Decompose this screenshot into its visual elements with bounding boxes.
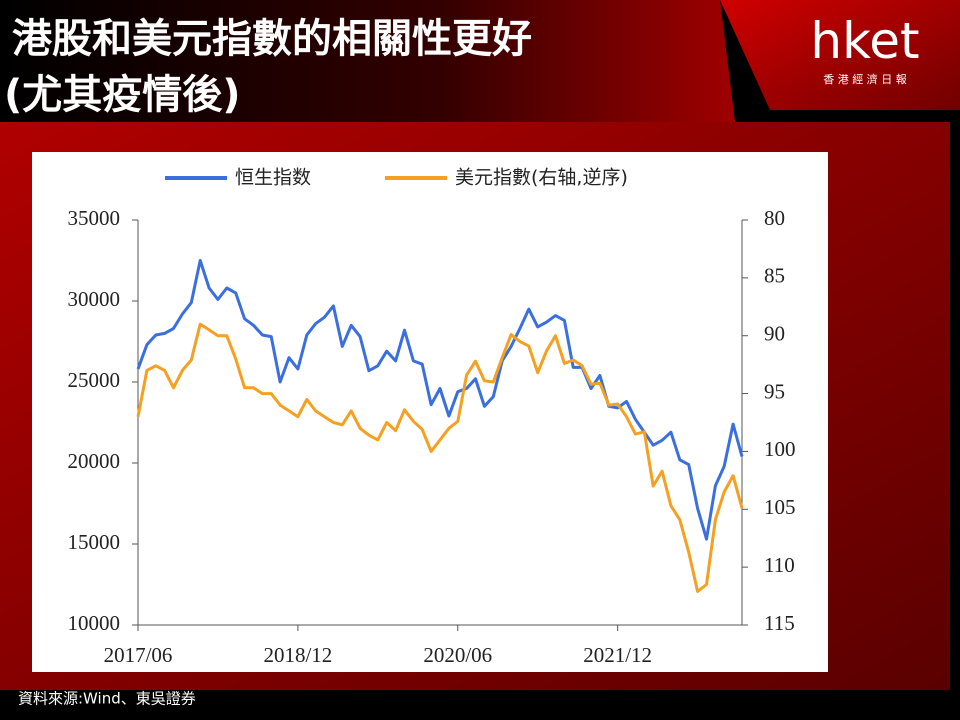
source: 資料來源:Wind、東吳證券 — [18, 690, 196, 708]
y2-tick-label: 80 — [764, 206, 785, 230]
legend-label: 美元指數(右轴,逆序) — [455, 167, 628, 189]
y-tick-label: 35000 — [68, 206, 121, 230]
y2-tick-label: 110 — [764, 553, 795, 577]
y-tick-label: 15000 — [68, 530, 121, 554]
y2-tick-label: 100 — [764, 437, 796, 461]
y-tick-label: 10000 — [68, 611, 121, 635]
logo: hket — [810, 12, 919, 70]
chart-area — [32, 152, 828, 672]
x-tick-label: 2017/06 — [104, 643, 173, 667]
title: 港股和美元指數的相關性更好 — [12, 16, 532, 62]
legend-label: 恒生指数 — [235, 167, 311, 189]
header-band — [0, 0, 735, 122]
y-tick-label: 30000 — [68, 287, 121, 311]
line-series — [136, 259, 744, 541]
y-tick-label: 20000 — [68, 449, 121, 473]
chart: 10000 15000 20000 25000 30000 35000 80 85 90 95 10… — [68, 167, 796, 667]
logo-subtitle: 香 港 經 濟 日 報 — [823, 72, 906, 86]
y2-tick-label: 115 — [764, 611, 795, 635]
title: (尤其疫情後) — [4, 72, 241, 118]
line-series — [136, 322, 744, 593]
x-tick-label: 2018/12 — [263, 643, 332, 667]
x-tick-label: 2020/06 — [423, 643, 492, 667]
y2-tick-label: 95 — [764, 379, 785, 403]
x-tick-label: 2021/12 — [583, 643, 652, 667]
y2-tick-label: 85 — [764, 264, 785, 288]
logo-band — [720, 0, 960, 110]
y2-tick-label: 105 — [764, 495, 796, 519]
y-tick-label: 25000 — [68, 368, 121, 392]
y2-tick-label: 90 — [764, 322, 785, 346]
